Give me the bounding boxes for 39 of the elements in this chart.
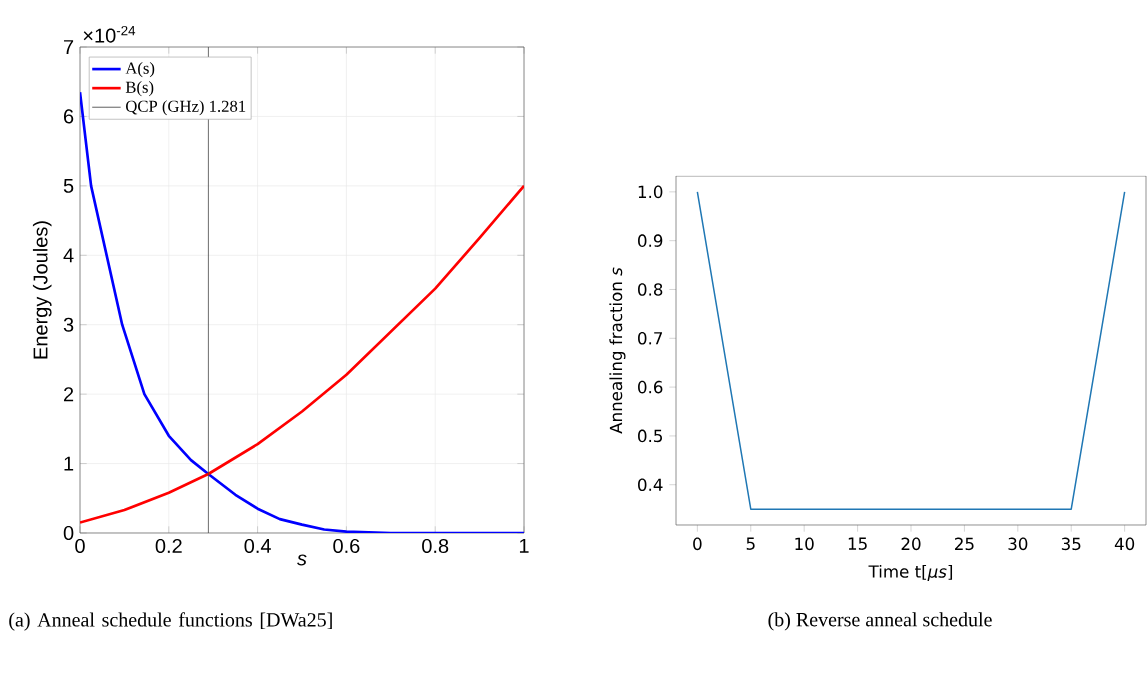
y-tick-label: 6 [64, 109, 74, 124]
legend-label: A(s) [125, 62, 155, 78]
y-tick-label: 3 [63, 317, 74, 332]
y-tick-label: 0.9 [638, 234, 663, 247]
x-tick-label: 0 [75, 538, 85, 554]
y-tick-label: 2 [63, 387, 74, 402]
x-tick-label: 25 [955, 537, 974, 551]
y-tick-label: 4 [63, 248, 74, 263]
y-tick-label: 0.7 [638, 331, 663, 345]
y-tick-label: 0.5 [638, 429, 662, 443]
x-tick-label: 0.8 [422, 538, 449, 554]
y-tick-label: 0.4 [638, 478, 663, 492]
x-tick-label: 40 [1114, 537, 1135, 551]
x-tick-label: 15 [848, 537, 867, 550]
x-axis-title: s [297, 554, 307, 566]
x-tick-label: 0.4 [244, 538, 271, 554]
x-axis-title: Time t[μs] [868, 564, 953, 582]
x-tick-label: 0.2 [155, 538, 182, 554]
text: ×10$^{-24}$ [83, 25, 136, 43]
y-tick-label: 1.0 [638, 185, 663, 199]
x-tick-label: 0 [693, 537, 702, 551]
y-axis-title: Energy (Joules) [32, 221, 52, 359]
x-tick-label: 35 [1061, 537, 1081, 551]
legend-label: B(s) [125, 81, 154, 97]
y-tick-label: 7 [64, 40, 74, 54]
x-tick-label: 10 [795, 537, 814, 551]
text: (a) Anneal schedule functions [DWa25] [9, 612, 332, 631]
x-tick-label: 5 [746, 537, 755, 550]
y-tick-label: 0.8 [638, 283, 663, 296]
x-tick-label: 0.6 [333, 538, 360, 554]
text: (b) Reverse anneal schedule [768, 612, 992, 631]
y-axis-title: Annealing fraction s [609, 267, 626, 434]
y-tick-label: 1 [64, 456, 74, 471]
ref-line-label: QCP (GHz) 1.281 [126, 100, 246, 116]
y-tick-label: 5 [63, 178, 74, 193]
y-tick-label: 0.6 [638, 380, 663, 394]
x-tick-label: 20 [901, 537, 921, 551]
x-tick-label: 30 [1008, 537, 1028, 551]
x-tick-label: 1 [519, 538, 529, 553]
